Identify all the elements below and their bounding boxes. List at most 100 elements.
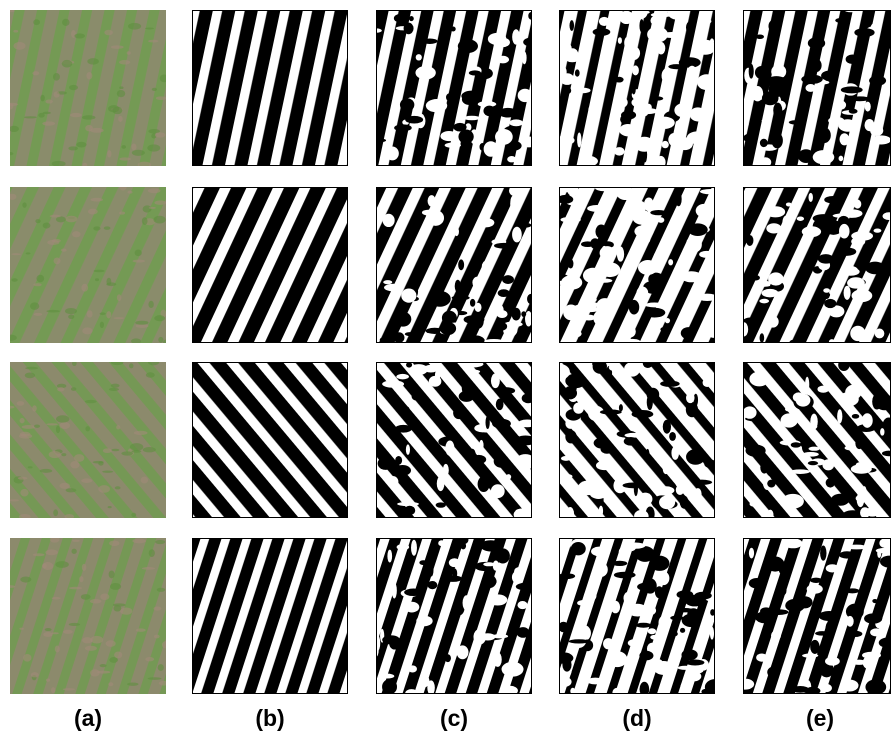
texture: [10, 499, 20, 502]
texture: [74, 33, 85, 39]
mask-blob: [824, 298, 837, 309]
texture: [140, 476, 149, 484]
mask-blob: [795, 393, 811, 407]
mask-blob: [457, 39, 478, 54]
mask-blob: [496, 55, 510, 64]
mask-blob: [831, 493, 850, 506]
texture: [22, 202, 27, 208]
mask-blob: [749, 501, 759, 507]
mask-blob: [686, 131, 708, 145]
mask-blob: [626, 46, 641, 61]
mask-blob: [681, 613, 701, 628]
mask-blob: [635, 622, 652, 628]
texture: [57, 387, 65, 392]
mask-blob: [382, 635, 400, 645]
texture: [113, 317, 125, 320]
image-panel: [559, 10, 715, 166]
mask-blob: [874, 394, 891, 411]
mask-blob: [878, 637, 891, 649]
mask-blob: [637, 107, 658, 115]
mask-blob: [832, 213, 853, 218]
mask-blob: [862, 656, 873, 669]
mask-blob: [501, 661, 524, 677]
mask-blob: [497, 289, 510, 297]
mask-blob: [743, 594, 751, 599]
mask-blob: [624, 37, 630, 49]
texture: [81, 563, 87, 571]
texture: [81, 283, 89, 292]
mask-blob: [596, 278, 613, 283]
mask-blob: [461, 94, 478, 105]
mask-blob: [773, 102, 783, 118]
crop-rows: [10, 362, 166, 518]
texture: [70, 112, 82, 118]
mask-blob: [396, 373, 409, 380]
mask-blob: [820, 545, 827, 561]
mask-blob: [835, 17, 848, 24]
texture: [116, 294, 122, 301]
texture: [87, 58, 99, 65]
mask-blob: [613, 571, 636, 579]
mask-blob: [872, 598, 878, 604]
texture: [23, 116, 37, 119]
mask-blob: [651, 96, 664, 101]
texture: [32, 405, 37, 412]
mask-blob: [617, 37, 622, 44]
mask-blob: [838, 155, 844, 162]
mask-blob: [686, 392, 695, 404]
mask-blob: [440, 131, 458, 142]
mask-blob: [771, 630, 781, 641]
mask-blob: [818, 610, 840, 621]
mask-blob: [616, 246, 625, 262]
mask-blob: [810, 58, 822, 73]
mask-blob: [624, 325, 636, 338]
texture: [30, 672, 39, 678]
mask-blob: [743, 322, 749, 337]
mask-blob: [473, 628, 487, 645]
mask-blob: [765, 206, 786, 218]
mask-blob: [512, 226, 522, 243]
texture: [108, 105, 120, 113]
texture: [55, 561, 69, 568]
mask-blob: [790, 469, 810, 474]
mask-blob: [757, 549, 763, 564]
mask-blob: [483, 562, 495, 567]
texture: [90, 669, 100, 677]
mask-blob: [436, 475, 445, 492]
texture: [10, 125, 19, 133]
mask-blob: [587, 10, 593, 18]
mask-blob: [686, 449, 706, 465]
mask-blob: [647, 26, 668, 43]
texture: [105, 640, 116, 647]
texture: [27, 466, 33, 469]
mask-blob: [686, 65, 698, 82]
texture: [92, 460, 104, 464]
mask-blob: [600, 444, 614, 454]
mask-blob: [637, 260, 658, 275]
panel-border: [559, 10, 715, 166]
texture: [19, 431, 31, 437]
texture: [65, 488, 77, 493]
mask-blob: [396, 544, 410, 551]
mask-blob: [756, 653, 768, 662]
mask-blob: [593, 310, 607, 326]
mask-blob: [559, 621, 569, 633]
mask-blob: [880, 428, 885, 436]
texture: [10, 102, 19, 106]
texture: [108, 682, 114, 687]
texture: [33, 19, 40, 26]
texture: [156, 587, 166, 592]
mask-blob: [821, 684, 833, 693]
mask-blob: [851, 413, 860, 419]
texture: [69, 84, 78, 91]
mask-blob: [785, 598, 805, 613]
mask-blob: [860, 507, 870, 518]
mask-blob: [810, 639, 820, 654]
mask-blob: [513, 508, 531, 518]
texture: [119, 187, 127, 191]
mask-blob: [483, 141, 499, 157]
mask-blob: [394, 465, 412, 476]
mask-blob: [751, 275, 760, 281]
mask-blob: [495, 548, 510, 564]
mask-blob: [662, 301, 669, 313]
